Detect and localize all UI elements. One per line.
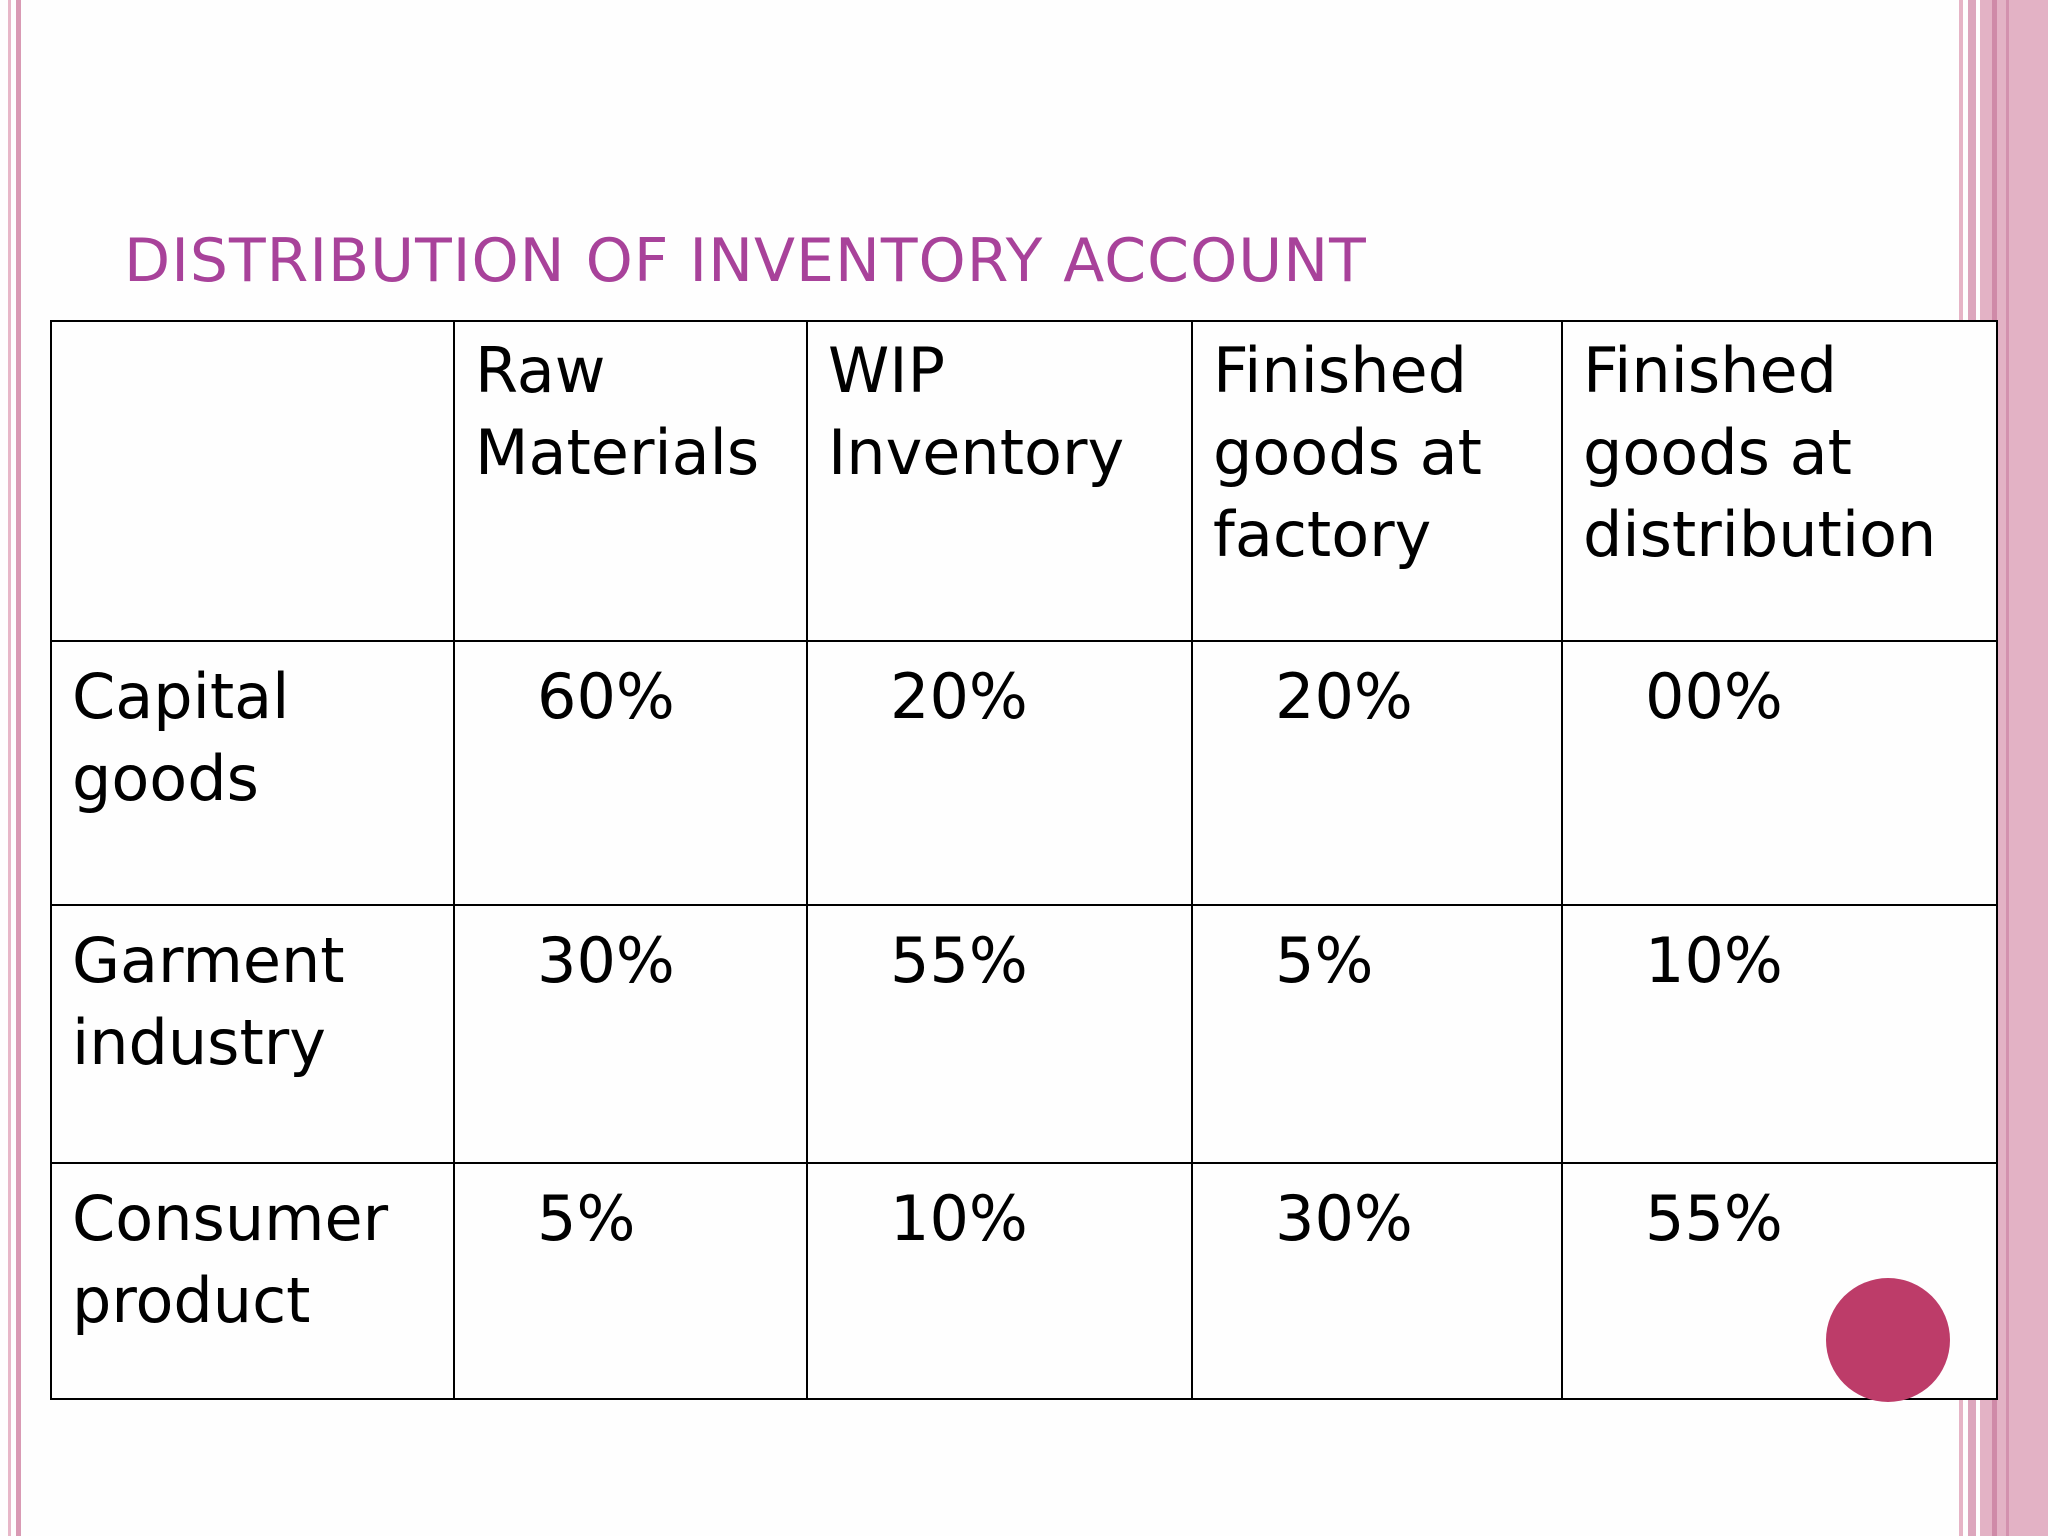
row-label-cell: Consumer product <box>50 1162 455 1400</box>
left-border-line <box>16 0 21 1536</box>
column-header-finished-goods-distribution: Finished goods at distribution <box>1561 320 1998 642</box>
table-cell: 10% <box>1561 904 1998 1164</box>
table-cell: 30% <box>453 904 808 1164</box>
row-label-cell: Capital goods <box>50 640 455 906</box>
table-header-row: Raw Materials WIP Inventory Finished goo… <box>50 320 1998 642</box>
table-cell: 60% <box>453 640 808 906</box>
row-label-cell: Garment industry <box>50 904 455 1164</box>
left-border-line <box>8 0 11 1536</box>
column-header-finished-goods-factory: Finished goods at factory <box>1191 320 1563 642</box>
slide-title: DISTRIBUTION OF INVENTORY ACCOUNT <box>124 226 1367 296</box>
table-cell: 20% <box>806 640 1193 906</box>
table-cell: 30% <box>1191 1162 1563 1400</box>
table-cell: 10% <box>806 1162 1193 1400</box>
table-cell: 00% <box>1561 640 1998 906</box>
table-cell: 55% <box>1561 1162 1998 1400</box>
table-cell: 20% <box>1191 640 1563 906</box>
right-decor-stripe <box>2006 0 2009 1536</box>
decorative-circle <box>1826 1278 1950 1402</box>
table-row: Garment industry 30% 55% 5% 10% <box>50 904 1998 1164</box>
table-row: Consumer product 5% 10% 30% 55% <box>50 1162 1998 1400</box>
table-cell: 5% <box>453 1162 808 1400</box>
table-row: Capital goods 60% 20% 20% 00% <box>50 640 1998 906</box>
table-corner-cell <box>50 320 455 642</box>
column-header-wip-inventory: WIP Inventory <box>806 320 1193 642</box>
column-header-raw-materials: Raw Materials <box>453 320 808 642</box>
table-cell: 5% <box>1191 904 1563 1164</box>
inventory-distribution-table: Raw Materials WIP Inventory Finished goo… <box>50 320 1998 1400</box>
table-cell: 55% <box>806 904 1193 1164</box>
